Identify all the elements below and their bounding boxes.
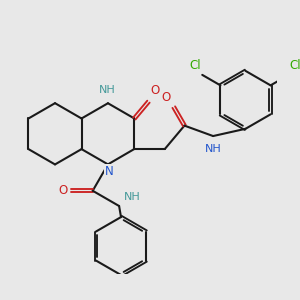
Text: Cl: Cl — [190, 59, 201, 72]
Text: O: O — [150, 84, 160, 97]
Text: NH: NH — [124, 192, 141, 202]
Text: NH: NH — [205, 144, 221, 154]
Text: NH: NH — [99, 85, 116, 95]
Text: N: N — [104, 165, 113, 178]
Text: O: O — [58, 184, 68, 197]
Text: O: O — [162, 91, 171, 104]
Text: Cl: Cl — [290, 59, 300, 72]
